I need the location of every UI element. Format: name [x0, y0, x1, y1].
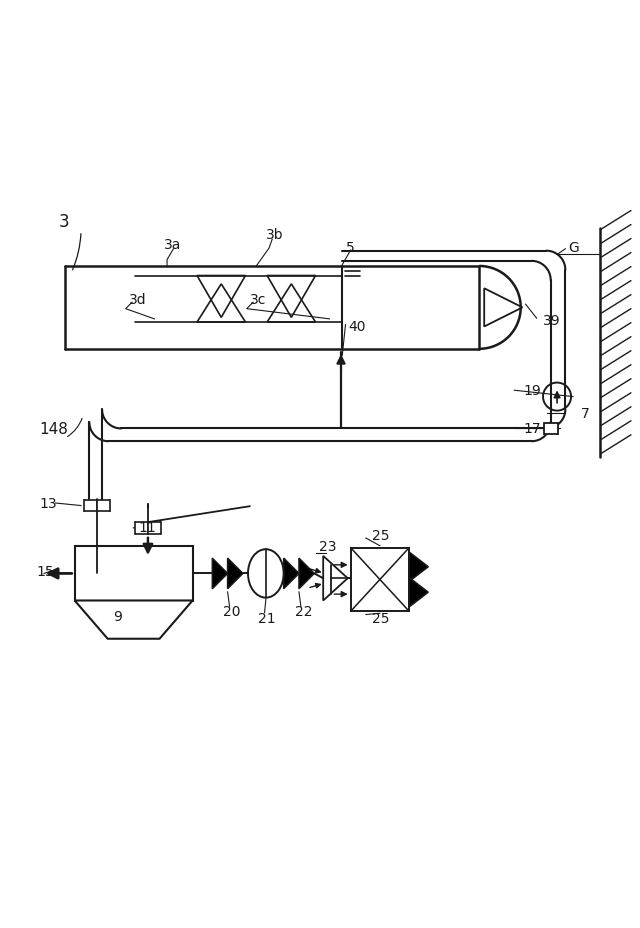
Text: 148: 148: [40, 421, 68, 436]
Bar: [84, 500, 97, 511]
Text: 21: 21: [258, 611, 276, 625]
Text: 5: 5: [346, 240, 354, 254]
Bar: [97, 500, 109, 511]
Text: 3b: 3b: [266, 228, 284, 242]
Bar: [148, 522, 161, 534]
Polygon shape: [212, 559, 228, 589]
Text: 39: 39: [543, 314, 561, 328]
Polygon shape: [409, 552, 428, 582]
Text: 3d: 3d: [129, 292, 147, 307]
Text: 23: 23: [319, 540, 336, 554]
Text: 20: 20: [223, 605, 241, 619]
Text: 9: 9: [113, 610, 122, 624]
Text: 7: 7: [581, 406, 590, 420]
Bar: [351, 548, 409, 612]
Bar: [543, 423, 557, 434]
Polygon shape: [75, 600, 193, 639]
Text: 22: 22: [294, 605, 312, 619]
Text: 17: 17: [524, 422, 541, 436]
Text: 19: 19: [524, 384, 541, 398]
Text: 15: 15: [36, 564, 54, 578]
Polygon shape: [409, 578, 428, 607]
Bar: [135, 522, 148, 534]
Text: 3: 3: [59, 213, 69, 231]
Text: G: G: [568, 240, 579, 254]
Text: 25: 25: [372, 528, 390, 542]
Polygon shape: [284, 559, 299, 589]
Text: 13: 13: [40, 496, 57, 510]
Polygon shape: [299, 559, 314, 589]
Text: 25: 25: [372, 611, 390, 625]
Text: 3a: 3a: [164, 238, 181, 251]
Bar: [75, 547, 193, 600]
Text: 11: 11: [138, 521, 156, 535]
Text: 3c: 3c: [250, 292, 266, 307]
Polygon shape: [228, 559, 243, 589]
Text: 40: 40: [349, 320, 366, 334]
